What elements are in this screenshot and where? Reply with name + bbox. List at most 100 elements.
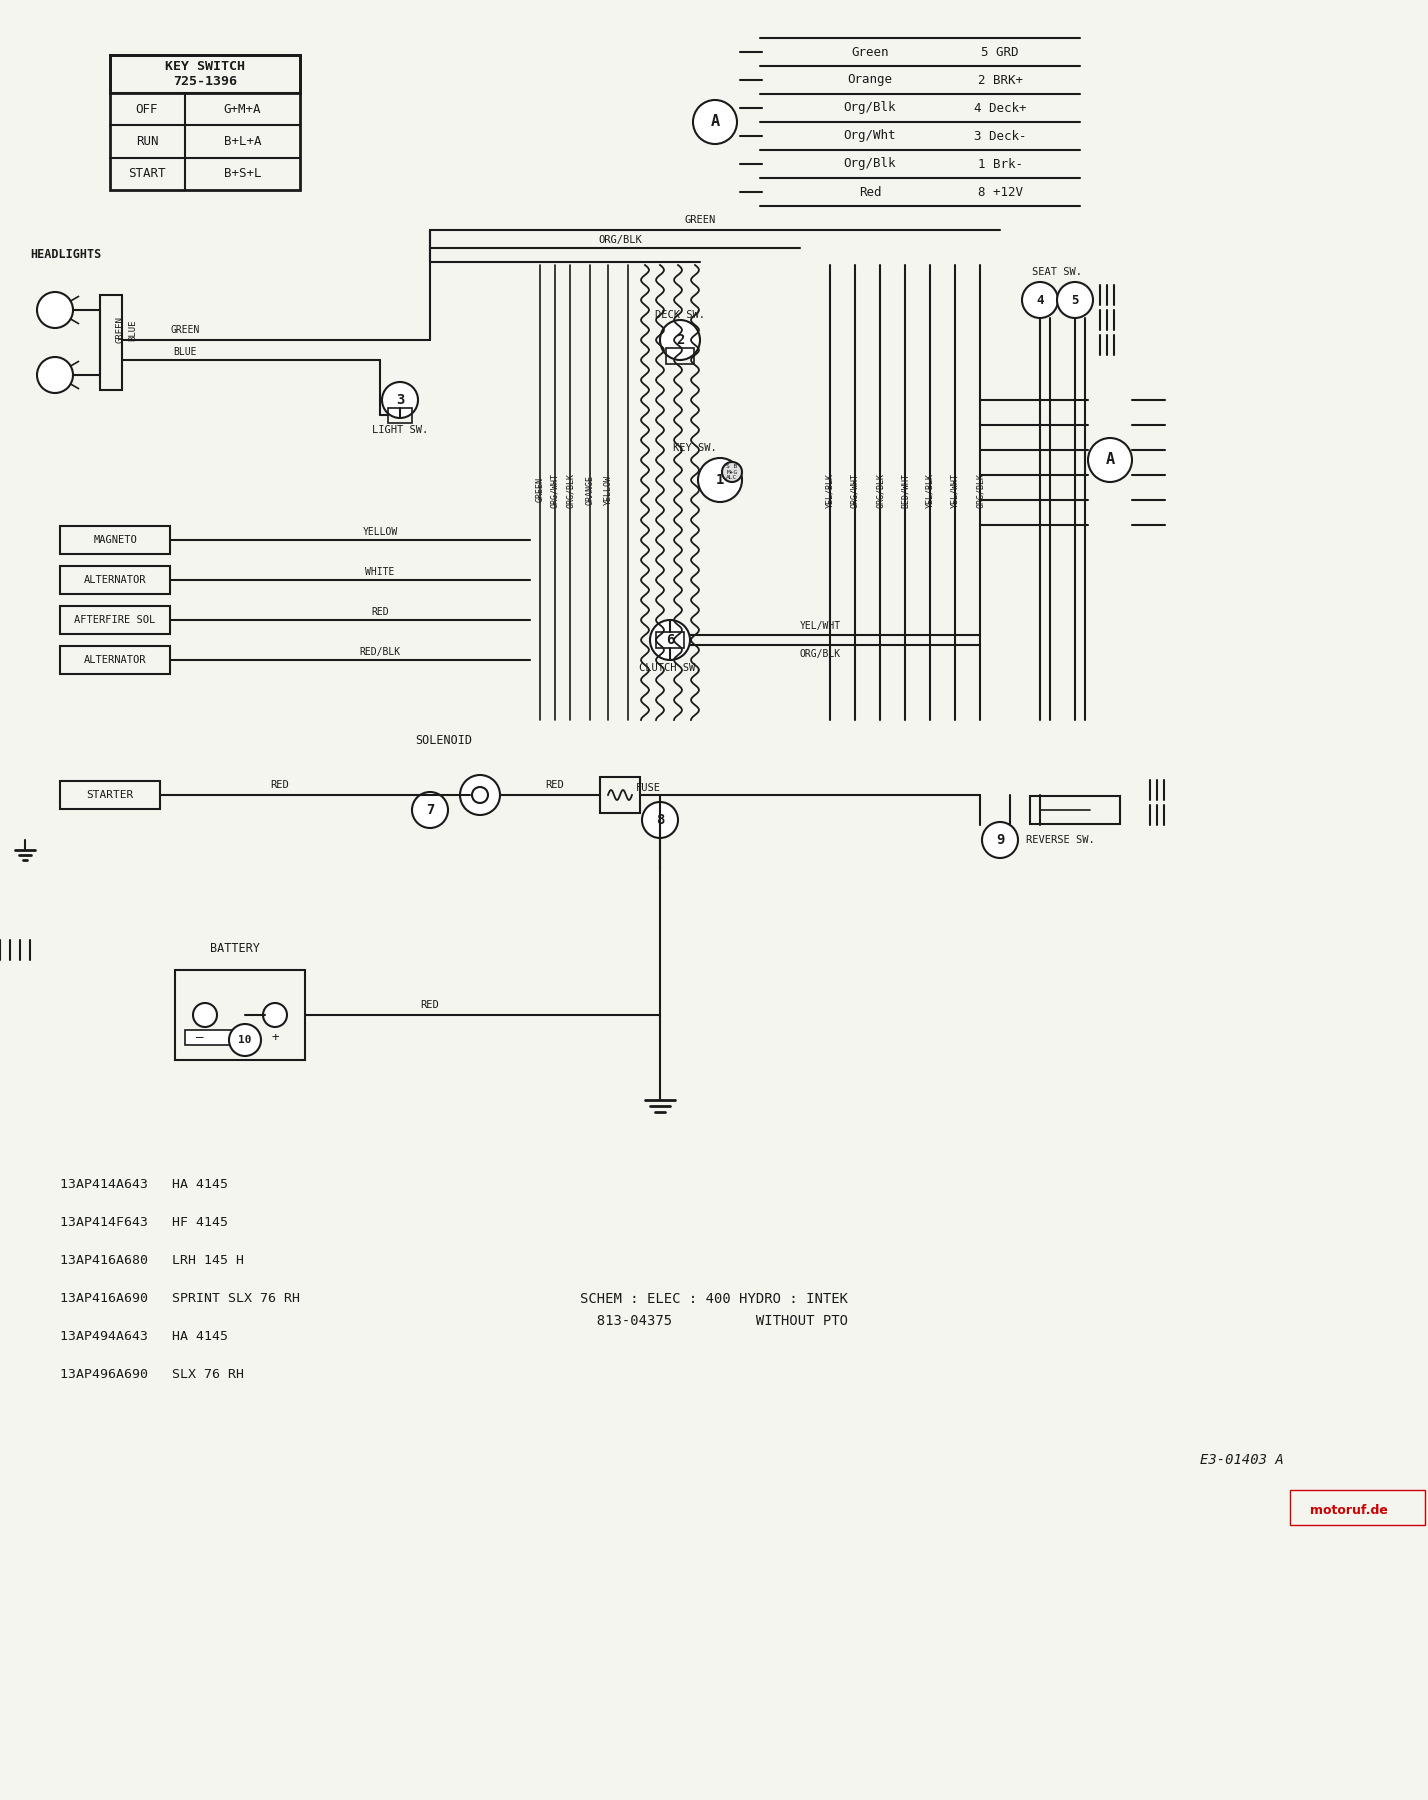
Text: 13AP416A690   SPRINT SLX 76 RH: 13AP416A690 SPRINT SLX 76 RH <box>60 1292 300 1305</box>
Bar <box>60 646 170 673</box>
Text: 13AP496A690   SLX 76 RH: 13AP496A690 SLX 76 RH <box>60 1368 244 1382</box>
Text: DECK SW.: DECK SW. <box>655 310 705 320</box>
Text: YEL/BLK: YEL/BLK <box>925 472 934 508</box>
Text: FUSE: FUSE <box>635 783 661 794</box>
Text: ORG/BLK: ORG/BLK <box>800 650 841 659</box>
Circle shape <box>1057 283 1092 319</box>
Text: +: + <box>271 1031 278 1044</box>
Bar <box>1030 796 1120 824</box>
Text: 4 Deck+: 4 Deck+ <box>974 101 1027 115</box>
Text: KEY SW.: KEY SW. <box>673 443 717 454</box>
Circle shape <box>660 320 700 360</box>
Text: ORG/WHT: ORG/WHT <box>551 472 560 508</box>
Text: BED/WHT: BED/WHT <box>901 472 910 508</box>
Text: ALTERNATOR: ALTERNATOR <box>84 574 146 585</box>
Circle shape <box>643 803 678 839</box>
Text: 6: 6 <box>665 634 674 646</box>
Text: GREEN: GREEN <box>170 326 200 335</box>
Circle shape <box>383 382 418 418</box>
Bar <box>176 970 306 1060</box>
Text: START: START <box>129 167 166 180</box>
Text: Green: Green <box>851 45 888 58</box>
Text: G+M+A: G+M+A <box>224 103 261 115</box>
Bar <box>186 1030 236 1046</box>
Bar <box>388 409 413 423</box>
Text: 8 +12V: 8 +12V <box>978 185 1022 198</box>
Text: LIGHT SW.: LIGHT SW. <box>371 425 428 436</box>
Circle shape <box>650 619 690 661</box>
Text: YEL/WHT: YEL/WHT <box>800 621 841 632</box>
Bar <box>100 295 121 391</box>
Text: ORG/BLK: ORG/BLK <box>875 472 884 508</box>
Text: motoruf.de: motoruf.de <box>1309 1503 1388 1516</box>
Text: RED: RED <box>371 607 388 617</box>
Text: 5 GRD: 5 GRD <box>981 45 1018 58</box>
Text: GREEN: GREEN <box>116 317 124 344</box>
Circle shape <box>193 1003 217 1028</box>
Text: RUN: RUN <box>136 135 159 148</box>
Text: 13AP414F643   HF 4145: 13AP414F643 HF 4145 <box>60 1217 228 1229</box>
Circle shape <box>263 1003 287 1028</box>
Text: Red: Red <box>858 185 881 198</box>
Text: SOLENOID: SOLENOID <box>416 734 473 747</box>
Text: GREEN: GREEN <box>684 214 715 225</box>
Text: Org/Wht: Org/Wht <box>844 130 897 142</box>
Text: B+L+A: B+L+A <box>224 135 261 148</box>
Circle shape <box>473 787 488 803</box>
Text: ALTERNATOR: ALTERNATOR <box>84 655 146 664</box>
Text: B+S+L: B+S+L <box>224 167 261 180</box>
Circle shape <box>1088 437 1132 482</box>
Circle shape <box>460 776 500 815</box>
Text: RED: RED <box>545 779 564 790</box>
Text: YELLOW: YELLOW <box>363 527 397 536</box>
Text: A: A <box>711 115 720 130</box>
Text: AFTERFIRE SOL: AFTERFIRE SOL <box>74 616 156 625</box>
Text: ORG/BLK: ORG/BLK <box>565 472 574 508</box>
Bar <box>60 565 170 594</box>
Text: RED: RED <box>421 1001 440 1010</box>
Circle shape <box>698 457 743 502</box>
Text: 2: 2 <box>675 333 684 347</box>
Circle shape <box>37 292 73 328</box>
Text: 8: 8 <box>655 814 664 826</box>
Circle shape <box>228 1024 261 1057</box>
Text: S B
M+G
ALC: S B M+G ALC <box>727 464 738 481</box>
Text: BLUE: BLUE <box>173 347 197 356</box>
Text: ORG/BLK: ORG/BLK <box>975 472 984 508</box>
Text: E3-01403 A: E3-01403 A <box>1200 1453 1284 1467</box>
Circle shape <box>413 792 448 828</box>
Bar <box>60 607 170 634</box>
Text: Org/Blk: Org/Blk <box>844 158 897 171</box>
Bar <box>110 56 300 94</box>
Bar <box>655 632 684 648</box>
Text: ORG/WHT: ORG/WHT <box>851 472 860 508</box>
Circle shape <box>723 463 743 482</box>
Text: 3 Deck-: 3 Deck- <box>974 130 1027 142</box>
Text: BATTERY: BATTERY <box>210 941 260 954</box>
Circle shape <box>693 101 737 144</box>
Text: HEADLIGHTS: HEADLIGHTS <box>30 248 101 261</box>
Text: STARTER: STARTER <box>86 790 134 799</box>
Text: Orange: Orange <box>847 74 892 86</box>
Circle shape <box>37 356 73 392</box>
Text: SEAT SW.: SEAT SW. <box>1032 266 1082 277</box>
Text: YEL/WHT: YEL/WHT <box>951 472 960 508</box>
Text: SCHEM : ELEC : 400 HYDRO : INTEK
  813-04375          WITHOUT PTO: SCHEM : ELEC : 400 HYDRO : INTEK 813-043… <box>580 1292 848 1328</box>
Text: 9: 9 <box>995 833 1004 848</box>
Text: 7: 7 <box>426 803 434 817</box>
Text: ORG/BLK: ORG/BLK <box>598 236 641 245</box>
Text: 10: 10 <box>238 1035 251 1046</box>
Text: 5: 5 <box>1071 293 1078 306</box>
Text: MAGNETO: MAGNETO <box>93 535 137 545</box>
Bar <box>1289 1490 1425 1525</box>
Text: 2 BRK+: 2 BRK+ <box>978 74 1022 86</box>
Bar <box>665 347 694 364</box>
Text: 13AP416A680   LRH 145 H: 13AP416A680 LRH 145 H <box>60 1255 244 1267</box>
Text: 13AP414A643   HA 4145: 13AP414A643 HA 4145 <box>60 1179 228 1192</box>
Text: RED/BLK: RED/BLK <box>360 646 401 657</box>
Bar <box>600 778 640 814</box>
Text: KEY SWITCH
725-1396: KEY SWITCH 725-1396 <box>166 59 246 88</box>
Text: YEL/BLK: YEL/BLK <box>825 472 834 508</box>
Text: WHITE: WHITE <box>366 567 394 578</box>
Text: GREEN: GREEN <box>536 477 544 502</box>
